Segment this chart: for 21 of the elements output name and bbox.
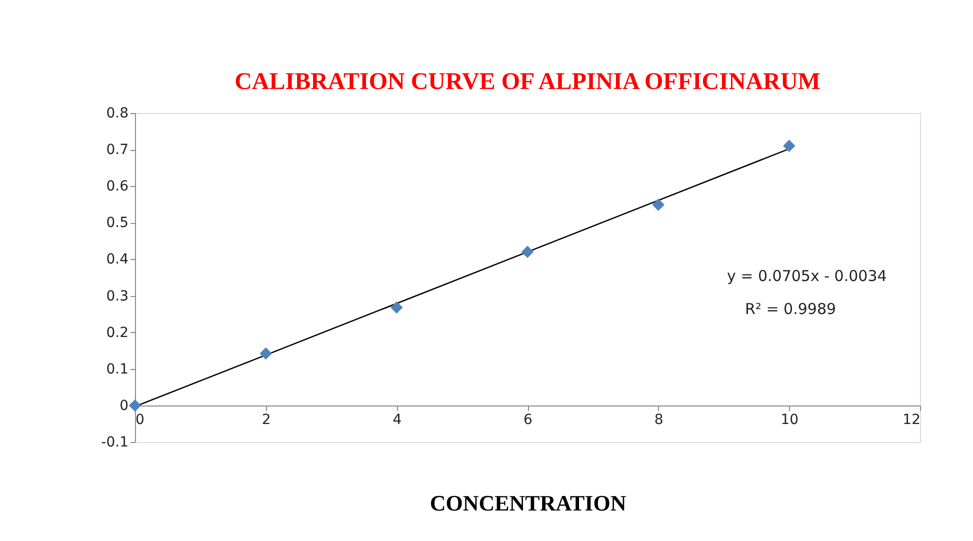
annotation: y = 0.0705x - 0.0034 — [727, 267, 887, 285]
x-tick-label: 12 — [902, 412, 920, 428]
x-tick-label: 6 — [524, 412, 533, 428]
x-tick-label: 8 — [654, 412, 664, 428]
x-tick-label: 10 — [780, 412, 799, 428]
x-tick-label: 4 — [392, 412, 402, 428]
chart-title: CALIBRATION CURVE OF ALPINIA OFFICINARUM — [234, 69, 820, 95]
y-tick-label: 0.3 — [106, 288, 128, 304]
y-tick-label: 0.1 — [106, 361, 128, 378]
x-tick-label: 0 — [136, 412, 144, 428]
y-tick-label: 0.4 — [106, 252, 129, 268]
y-tick-label: 0.5 — [106, 215, 128, 232]
y-tick-label: 0.6 — [106, 178, 129, 195]
y-tick-label: 0 — [120, 398, 128, 414]
y-tick-label: -0.1 — [101, 434, 128, 450]
y-tick-label: 0.8 — [106, 106, 128, 122]
x-axis-title: CONCENTRATION — [430, 490, 626, 516]
annotation: R² = 0.9989 — [745, 300, 836, 318]
x-tick-label: 2 — [262, 412, 271, 428]
y-tick-label: 0.2 — [106, 324, 128, 341]
y-tick-label: 0.7 — [106, 142, 128, 158]
